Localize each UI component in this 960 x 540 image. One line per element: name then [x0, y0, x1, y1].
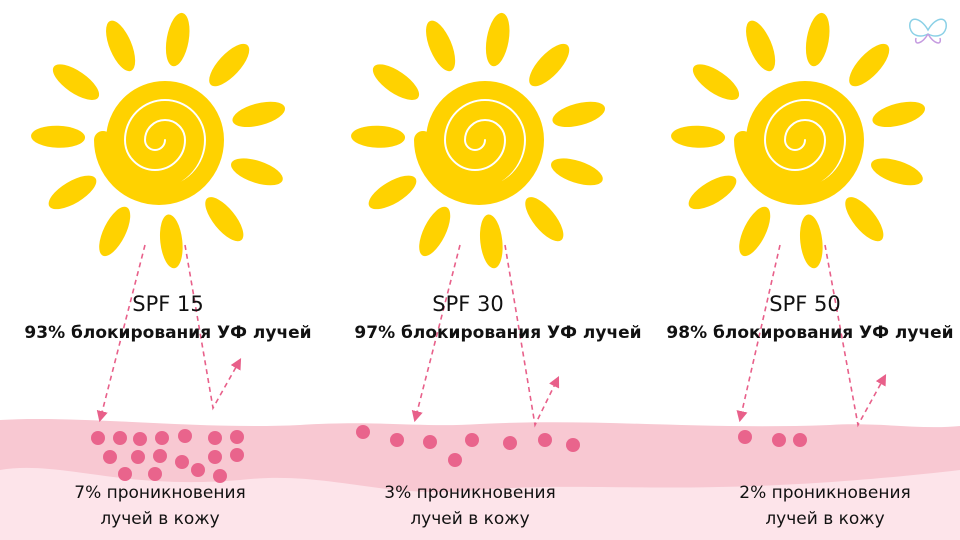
uv-ray: [96, 244, 146, 423]
particles: [91, 429, 244, 483]
skin-highlight: [0, 467, 960, 540]
panel: SPF 30 97% блокирования УФ лучей 3% прон…: [351, 11, 642, 529]
panel: SPF 15 93% блокирования УФ лучей 7% прон…: [24, 11, 312, 529]
particles: [738, 430, 807, 447]
penetration-text: лучей в кожу: [100, 509, 219, 529]
uv-ray: [736, 244, 781, 423]
panel: SPF 50 98% блокирования УФ лучей 2% прон…: [666, 11, 954, 529]
penetration-text: лучей в кожу: [765, 509, 884, 529]
reflected-ray: [504, 244, 560, 428]
blocking-text: 97% блокирования УФ лучей: [354, 323, 641, 343]
particles: [356, 425, 580, 467]
uv-ray: [411, 244, 461, 423]
penetration-text: 2% проникновения: [739, 483, 911, 503]
sun: [31, 11, 288, 269]
spf-label: SPF 50: [769, 292, 840, 316]
penetration-text: лучей в кожу: [410, 509, 529, 529]
spf-label: SPF 15: [132, 292, 203, 316]
reflected-ray: [824, 244, 887, 428]
penetration-text: 7% проникновения: [74, 483, 246, 503]
sun: [671, 11, 928, 269]
sun: [351, 11, 608, 269]
blocking-text: 93% блокирования УФ лучей: [24, 323, 311, 343]
penetration-text: 3% проникновения: [384, 483, 556, 503]
blocking-text: 98% блокирования УФ лучей: [666, 323, 953, 343]
reflected-ray: [184, 244, 242, 411]
spf-label: SPF 30: [432, 292, 503, 316]
logo: [909, 18, 947, 44]
